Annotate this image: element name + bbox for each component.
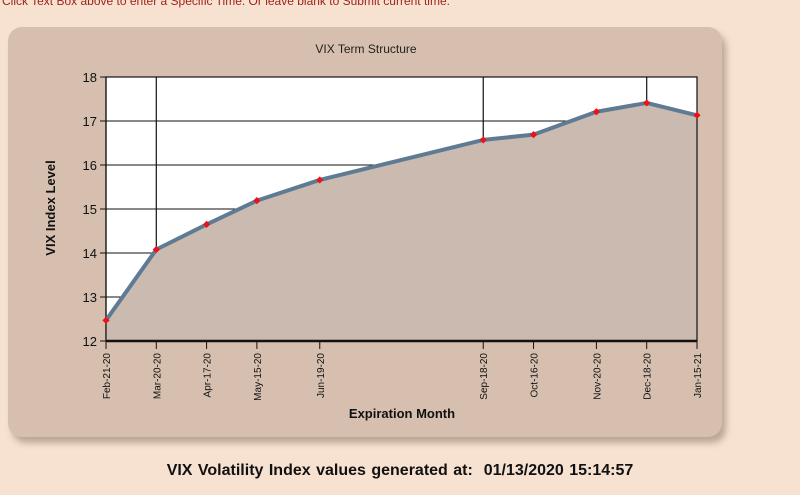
series-line <box>104 100 698 322</box>
x-tick-label: Sep-18-20 <box>479 353 490 400</box>
generated-timestamp-line: VIX Volatility Index values generated at… <box>0 462 800 480</box>
x-tick-label: Nov-20-20 <box>592 353 603 400</box>
y-tick-label: 15 <box>83 202 97 217</box>
x-tick-label: Jun-19-20 <box>316 353 327 398</box>
data-point <box>529 131 538 139</box>
x-tick-label: May-15-20 <box>253 353 264 401</box>
series-area <box>106 102 697 342</box>
chart-title: VIX Term Structure <box>315 42 416 56</box>
y-tick-label: 18 <box>83 70 97 85</box>
data-point <box>316 176 324 184</box>
y-tick-label: 13 <box>83 290 97 305</box>
x-tick-label: Dec-18-20 <box>643 353 654 400</box>
x-tick-label: Jan-15-21 <box>693 353 704 398</box>
data-point <box>102 316 110 324</box>
footer-timestamp: 01/13/2020 15:14:57 <box>483 462 634 479</box>
y-tick-label: 16 <box>83 158 97 173</box>
data-point <box>643 99 651 107</box>
data-point <box>253 197 261 205</box>
y-axis-label: VIX Index Level <box>43 160 58 255</box>
x-tick-label: Apr-17-20 <box>203 353 214 398</box>
data-point <box>592 108 601 116</box>
data-point <box>202 220 211 228</box>
instruction-note: Click Text Box above to enter a Specific… <box>2 0 450 8</box>
x-tick-label: Oct-16-20 <box>530 353 541 398</box>
y-tick-label: 12 <box>83 334 97 349</box>
data-point <box>152 245 160 254</box>
x-tick-label: Feb-21-20 <box>102 353 113 400</box>
y-tick-label: 14 <box>83 246 97 261</box>
footer-label: VIX Volatility Index values generated at… <box>166 462 473 479</box>
data-point <box>479 136 487 144</box>
plot-area: 12 13 14 15 16 17 18 Feb-21-20 Mar-20-20 Apr-17-2… <box>83 70 704 401</box>
y-tick-label: 17 <box>83 114 97 129</box>
x-tick-label: Mar-20-20 <box>152 353 163 400</box>
data-point <box>693 111 701 119</box>
x-axis-label: Expiration Month <box>349 406 455 421</box>
